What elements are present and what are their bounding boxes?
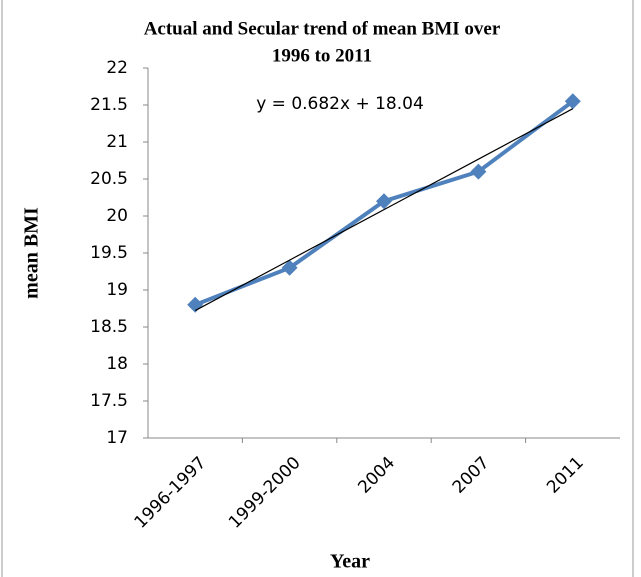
y-tick-label: 20 xyxy=(106,206,128,226)
y-tick-label: 20.5 xyxy=(90,169,128,189)
y-tick-label: 21 xyxy=(106,132,128,152)
y-tick-label: 22 xyxy=(106,58,128,78)
y-tick-label: 19.5 xyxy=(90,243,128,263)
x-axis-label: Year xyxy=(330,551,370,573)
data-point xyxy=(281,259,298,276)
data-point xyxy=(376,193,392,210)
y-tick-label: 21.5 xyxy=(90,95,128,115)
y-axis-label: mean BMI xyxy=(21,207,43,299)
y-tick-label: 17 xyxy=(106,428,128,448)
y-tick-label: 18.5 xyxy=(90,317,128,337)
data-point xyxy=(564,93,581,110)
chart-title: 1996 to 2011 xyxy=(272,45,372,66)
y-tick-label: 18 xyxy=(106,354,128,374)
trendline xyxy=(194,108,574,312)
trendline-equation: y = 0.682x + 18.04 xyxy=(256,94,424,114)
y-tick-label: 17.5 xyxy=(90,391,128,411)
chart-title: Actual and Secular trend of mean BMI ove… xyxy=(144,18,501,39)
data-point xyxy=(470,163,487,180)
y-tick-label: 19 xyxy=(106,280,128,300)
